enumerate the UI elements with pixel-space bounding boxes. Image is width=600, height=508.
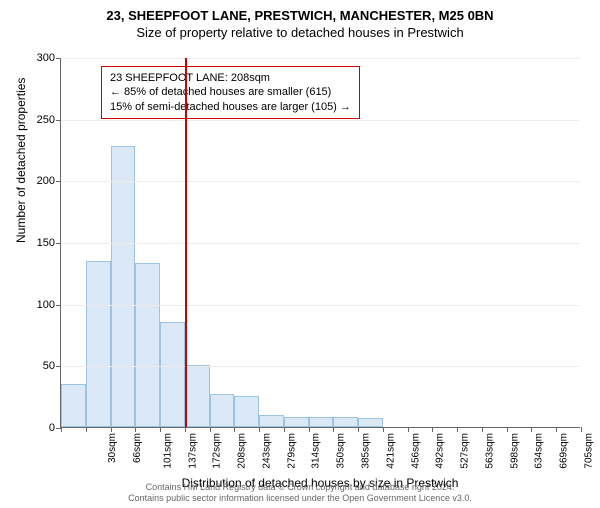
bar: [259, 415, 284, 427]
x-tick-mark: [210, 427, 211, 432]
x-tick-label: 101sqm: [162, 433, 173, 469]
footer: Contains HM Land Registry data © Crown c…: [0, 482, 600, 504]
y-tick-label: 50: [43, 360, 55, 372]
marker-line: [185, 58, 187, 427]
bar: [61, 384, 86, 427]
x-tick-mark: [86, 427, 87, 432]
y-tick-label: 0: [49, 422, 55, 434]
x-tick-mark: [531, 427, 532, 432]
x-tick-label: 385sqm: [361, 433, 372, 469]
x-tick-label: 492sqm: [435, 433, 446, 469]
footer-line-2: Contains public sector information licen…: [0, 493, 600, 504]
y-tick-mark: [56, 58, 61, 59]
y-axis-label: Number of detached properties: [14, 78, 28, 243]
x-tick-mark: [482, 427, 483, 432]
bar: [111, 146, 136, 427]
grid-line: [61, 181, 580, 182]
x-tick-mark: [457, 427, 458, 432]
y-tick-mark: [56, 366, 61, 367]
x-tick-label: 243sqm: [262, 433, 273, 469]
x-tick-label: 66sqm: [132, 433, 143, 463]
page-title: 23, SHEEPFOOT LANE, PRESTWICH, MANCHESTE…: [0, 8, 600, 23]
x-tick-mark: [160, 427, 161, 432]
bar: [210, 394, 235, 427]
y-tick-mark: [56, 243, 61, 244]
y-tick-label: 150: [37, 237, 55, 249]
x-tick-mark: [259, 427, 260, 432]
x-tick-label: 456sqm: [410, 433, 421, 469]
x-tick-label: 172sqm: [212, 433, 223, 469]
x-tick-mark: [234, 427, 235, 432]
x-tick-mark: [556, 427, 557, 432]
x-tick-mark: [135, 427, 136, 432]
x-tick-label: 669sqm: [559, 433, 570, 469]
bar: [284, 417, 309, 427]
grid-line: [61, 120, 580, 121]
x-tick-mark: [309, 427, 310, 432]
bar: [234, 396, 259, 427]
grid-line: [61, 305, 580, 306]
annotation-line-2: ← 85% of detached houses are smaller (61…: [110, 85, 351, 99]
x-tick-mark: [507, 427, 508, 432]
plot-area: 23 SHEEPFOOT LANE: 208sqm ← 85% of detac…: [60, 58, 580, 428]
annotation-box: 23 SHEEPFOOT LANE: 208sqm ← 85% of detac…: [101, 66, 360, 119]
y-tick-mark: [56, 120, 61, 121]
x-tick-mark: [432, 427, 433, 432]
x-tick-mark: [408, 427, 409, 432]
bar: [135, 263, 160, 427]
x-tick-label: 421sqm: [385, 433, 396, 469]
x-tick-label: 527sqm: [460, 433, 471, 469]
footer-line-1: Contains HM Land Registry data © Crown c…: [0, 482, 600, 493]
x-tick-label: 634sqm: [534, 433, 545, 469]
x-tick-label: 208sqm: [237, 433, 248, 469]
bar: [160, 322, 185, 427]
annotation-line-3: 15% of semi-detached houses are larger (…: [110, 100, 351, 114]
x-tick-mark: [358, 427, 359, 432]
y-tick-label: 100: [37, 299, 55, 311]
x-tick-label: 314sqm: [311, 433, 322, 469]
annotation-line-1: 23 SHEEPFOOT LANE: 208sqm: [110, 71, 351, 85]
x-tick-label: 705sqm: [583, 433, 594, 469]
x-tick-mark: [383, 427, 384, 432]
x-tick-mark: [111, 427, 112, 432]
y-tick-label: 300: [37, 52, 55, 64]
x-tick-mark: [581, 427, 582, 432]
y-tick-label: 200: [37, 175, 55, 187]
bar: [185, 365, 210, 427]
y-tick-mark: [56, 181, 61, 182]
x-tick-label: 563sqm: [484, 433, 495, 469]
x-tick-label: 137sqm: [187, 433, 198, 469]
x-tick-label: 30sqm: [107, 433, 118, 463]
grid-line: [61, 366, 580, 367]
grid-line: [61, 58, 580, 59]
x-tick-label: 598sqm: [509, 433, 520, 469]
bar: [86, 261, 111, 428]
y-tick-label: 250: [37, 114, 55, 126]
x-tick-mark: [61, 427, 62, 432]
x-tick-mark: [333, 427, 334, 432]
y-tick-mark: [56, 305, 61, 306]
bar: [333, 417, 358, 427]
x-tick-mark: [185, 427, 186, 432]
grid-line: [61, 243, 580, 244]
x-tick-label: 279sqm: [286, 433, 297, 469]
bar: [358, 418, 383, 427]
histogram-chart: 23 SHEEPFOOT LANE: 208sqm ← 85% of detac…: [60, 58, 580, 428]
bar: [309, 417, 334, 427]
x-tick-mark: [284, 427, 285, 432]
page-subtitle: Size of property relative to detached ho…: [0, 25, 600, 40]
x-tick-label: 350sqm: [336, 433, 347, 469]
